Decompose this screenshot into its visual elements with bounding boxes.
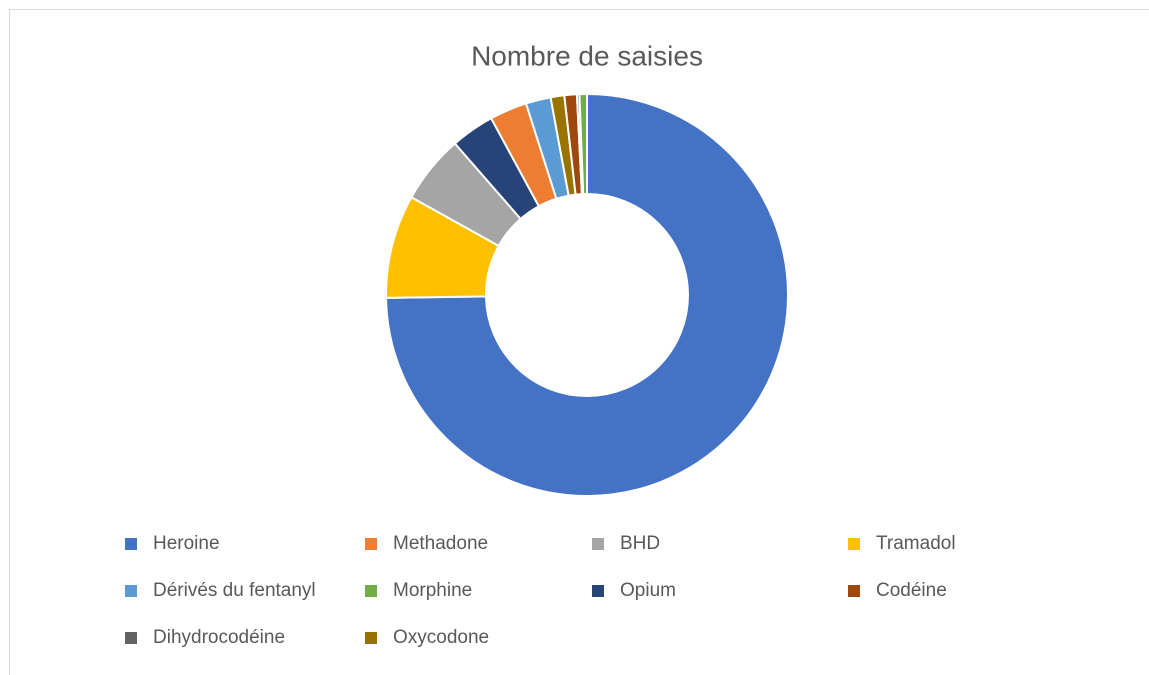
- legend-swatch: [365, 632, 377, 644]
- slice: [578, 92, 588, 196]
- legend-swatch: [848, 585, 860, 597]
- legend-swatch: [125, 632, 137, 644]
- legend-swatch: [125, 538, 137, 550]
- legend-swatch: [125, 585, 137, 597]
- legend-swatch: [848, 538, 860, 550]
- legend-label: Dihydrocodéine: [153, 627, 285, 648]
- legend-label: Morphine: [393, 580, 472, 601]
- legend-label: Methadone: [393, 533, 488, 554]
- legend-swatch: [592, 538, 604, 550]
- slice: [385, 92, 789, 497]
- legend-label: Codéine: [876, 580, 947, 601]
- legend-label: Dérivés du fentanyl: [153, 580, 316, 601]
- legend-label: Heroine: [153, 533, 220, 554]
- legend-label: Tramadol: [876, 533, 956, 554]
- legend-swatch: [592, 585, 604, 597]
- legend-label: Oxycodone: [393, 627, 489, 648]
- legend-swatch: [365, 585, 377, 597]
- legend-swatch: [365, 538, 377, 550]
- chart-title: Nombre de saisies: [471, 40, 703, 71]
- legend-label: BHD: [620, 533, 660, 554]
- legend-label: Opium: [620, 580, 676, 601]
